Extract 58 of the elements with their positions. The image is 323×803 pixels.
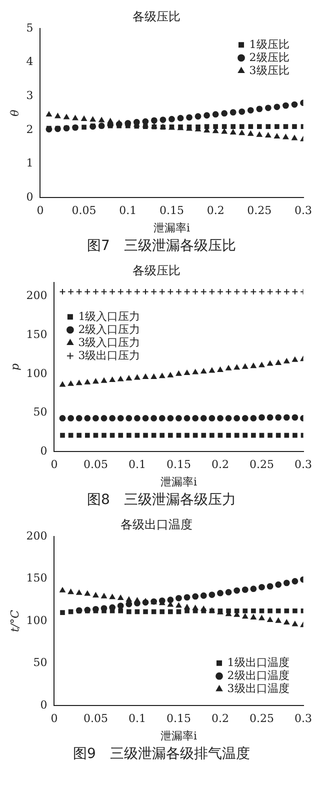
y-tick-label: 100 [26,366,48,380]
legend-label: 1级入口压力 [78,310,140,323]
legend-label: 1级压比 [249,38,290,51]
legend-label: 2级入口压力 [78,322,140,336]
x-axis-title: 泄漏率i [153,221,190,234]
y-tick-label: 50 [33,406,48,419]
x-tick-label: 0.05 [72,204,96,218]
y-axis-title: θ [8,109,22,116]
y-tick-label: 0 [40,444,48,458]
x-tick-label: 0.2 [211,458,229,472]
x-tick-label: 0.1 [128,712,146,726]
legend-label: 3级出口温度 [227,682,290,695]
caption: 图7 三级泄漏各级压比 [86,237,237,256]
y-tick-label: 1 [26,156,34,170]
y-tick-label: 3 [26,88,34,102]
chart-title: 各级压比 [132,263,180,278]
y-tick-label: 50 [33,656,48,670]
y-tick-label: 200 [26,289,48,302]
x-tick-label: 0.25 [249,458,274,472]
y-axis-title: p [8,363,22,371]
chart-title: 各级压比 [132,9,180,24]
x-tick-label: 0.1 [128,458,146,472]
x-tick-label: 0.15 [166,712,191,726]
x-tick-label: 0.3 [294,712,312,726]
y-tick-label: 100 [26,614,48,627]
x-tick-label: 0.15 [159,204,184,218]
legend-label: 2级压比 [249,50,290,64]
legend-label: 1级出口温度 [227,656,290,669]
chart-title: 各级出口温度 [120,517,192,532]
legend-label: 3级出口压力 [78,348,140,362]
y-tick-label: 0 [26,190,34,204]
caption: 图8 三级泄漏各级压力 [86,491,237,510]
y-tick-label: 200 [26,529,48,542]
y-tick-label: 150 [26,328,48,342]
x-tick-label: 0.05 [83,712,108,726]
y-tick-label: 2 [26,122,34,136]
x-tick-label: 0.3 [294,204,312,218]
x-tick-label: 0.2 [211,712,229,726]
y-tick-label: 150 [26,572,48,585]
y-tick-label: 4 [26,55,34,68]
x-tick-label: 0.2 [206,204,224,218]
caption: 图9 三级泄漏各级排气温度 [72,745,251,764]
x-tick-label: 0 [50,712,58,726]
x-tick-label: 0 [50,458,58,472]
x-tick-label: 0.1 [119,204,137,218]
legend-label: 3级压比 [249,64,290,77]
y-tick-label: 5 [26,21,34,34]
x-tick-label: 0.05 [83,458,108,472]
y-tick-label: 0 [40,698,48,712]
x-tick-label: 0.15 [166,458,191,472]
legend-label: 3级入口压力 [78,336,140,349]
x-tick-label: 0.25 [247,204,272,218]
x-axis-title: 泄漏率i [160,475,198,488]
x-tick-label: 0.3 [294,458,312,472]
x-axis-title: 泄漏率i [160,729,198,742]
y-axis-title: t/°C [8,609,22,632]
legend-label: 2级出口温度 [227,668,290,682]
x-tick-label: 0.25 [249,712,274,726]
